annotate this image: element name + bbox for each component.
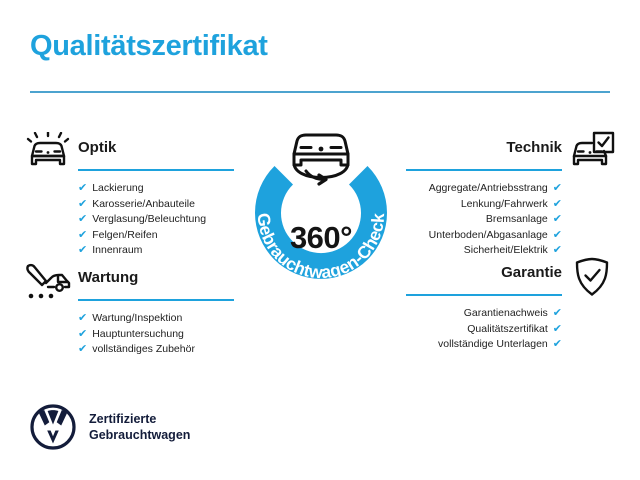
section-title-technik: Technik — [506, 139, 562, 156]
checklist-optik: ✔ Lackierung ✔ Karosserie/Anbauteile ✔ Verg… — [22, 181, 292, 259]
section-divider-wartung — [78, 299, 234, 301]
badge-ring — [255, 166, 387, 279]
car-service-tool-icon — [22, 260, 74, 304]
car-checkbox-icon — [566, 130, 618, 174]
check-icon: ✔ — [78, 182, 88, 194]
checklist-technik: Aggregate/Antriebsstrang ✔ Lenkung/Fahrwe… — [348, 181, 618, 259]
section-header-wartung: Wartung — [22, 260, 292, 306]
list-item: ✔ Felgen/Reifen — [78, 228, 292, 244]
list-item-label: Innenraum — [92, 244, 143, 257]
check-icon: ✔ — [78, 197, 88, 210]
section-divider-technik — [406, 169, 562, 171]
list-item-label: Aggregate/Antriebsstrang — [428, 182, 548, 194]
section-divider-optik — [78, 169, 234, 171]
list-item: ✔ Wartung/Inspektion — [78, 311, 292, 327]
list-item-label: Qualitätszertifikat — [467, 322, 548, 335]
check-icon: ✔ — [552, 244, 562, 257]
badge-ring-svg: Gebrauchtwagen-Check — [254, 133, 388, 282]
list-item-label: Garantienachweis — [463, 307, 548, 319]
list-item: Unterboden/Abgasanlage ✔ — [348, 228, 562, 244]
check-icon: ✔ — [552, 307, 562, 319]
list-item: vollständige Unterlagen ✔ — [348, 337, 562, 353]
section-title-garantie: Garantie — [501, 264, 562, 281]
list-item: Aggregate/Antriebsstrang ✔ — [348, 181, 562, 197]
list-item: ✔ Innenraum — [78, 243, 292, 259]
car-headlights-icon — [22, 130, 74, 174]
vw-logo-text: Zertifizierte Gebrauchtwagen — [89, 411, 190, 443]
check-icon: ✔ — [552, 213, 562, 226]
badge-360-gebrauchtwagen-check: Gebrauchtwagen-Check 360° — [228, 118, 414, 310]
list-item: ✔ Verglasung/Beleuchtung — [78, 212, 292, 228]
list-item-label: Sicherheit/Elektrik — [463, 244, 548, 257]
section-header-optik: Optik — [22, 130, 292, 176]
list-item-label: Karosserie/Anbauteile — [92, 197, 195, 210]
list-item-label: vollständige Unterlagen — [438, 338, 548, 351]
list-item-label: Bremsanlage — [485, 213, 548, 226]
section-technik: Technik Aggregate/Antriebsstrang ✔ Lenkun… — [348, 130, 618, 259]
vw-logo-line1: Zertifizierte — [89, 412, 157, 426]
section-title-optik: Optik — [78, 139, 117, 156]
list-item-label: vollständiges Zubehör — [92, 343, 195, 356]
check-icon: ✔ — [78, 327, 88, 340]
section-header-garantie: Garantie — [348, 255, 618, 301]
check-icon: ✔ — [552, 182, 562, 194]
checklist-wartung: ✔ Wartung/Inspektion ✔ Hauptuntersuchung ✔… — [22, 311, 292, 358]
list-item: Bremsanlage ✔ — [348, 212, 562, 228]
section-optik: Optik ✔ Lackierung ✔ Karosserie/Anbauteile… — [22, 130, 292, 259]
list-item-label: Lenkung/Fahrwerk — [460, 197, 548, 210]
page-title: Qualitätszertifikat — [30, 30, 268, 62]
title-divider — [30, 91, 610, 93]
list-item: Lenkung/Fahrwerk ✔ — [348, 197, 562, 213]
section-divider-garantie — [406, 294, 562, 296]
check-icon: ✔ — [552, 338, 562, 351]
list-item: ✔ Lackierung — [78, 181, 292, 197]
list-item: Sicherheit/Elektrik ✔ — [348, 243, 562, 259]
section-garantie: Garantie Garantienachweis ✔ Qualitätszert… — [348, 255, 618, 353]
list-item: Garantienachweis ✔ — [348, 306, 562, 322]
list-item-label: Felgen/Reifen — [92, 228, 158, 241]
vw-logo-line2: Gebrauchtwagen — [89, 428, 191, 442]
list-item-label: Hauptuntersuchung — [92, 327, 184, 340]
check-icon: ✔ — [78, 244, 88, 257]
car-rotate-icon — [292, 133, 350, 186]
check-icon: ✔ — [78, 213, 88, 226]
list-item-label: Unterboden/Abgasanlage — [428, 228, 548, 241]
list-item: ✔ vollständiges Zubehör — [78, 342, 292, 358]
list-item: ✔ Hauptuntersuchung — [78, 327, 292, 343]
check-icon: ✔ — [552, 228, 562, 241]
vw-logo — [30, 404, 76, 450]
badge-center-label: 360° — [289, 220, 353, 255]
section-title-wartung: Wartung — [78, 269, 139, 286]
list-item: Qualitätszertifikat ✔ — [348, 322, 562, 338]
footer-logo-block: Zertifizierte Gebrauchtwagen — [30, 404, 190, 450]
check-icon: ✔ — [552, 322, 562, 335]
section-wartung: Wartung ✔ Wartung/Inspektion ✔ Hauptunters… — [22, 260, 292, 358]
check-icon: ✔ — [78, 312, 88, 324]
checklist-garantie: Garantienachweis ✔ Qualitätszertifikat ✔ v… — [348, 306, 618, 353]
check-icon: ✔ — [552, 197, 562, 210]
list-item-label: Verglasung/Beleuchtung — [92, 213, 207, 226]
list-item: ✔ Karosserie/Anbauteile — [78, 197, 292, 213]
list-item-label: Lackierung — [92, 182, 144, 194]
section-header-technik: Technik — [348, 130, 618, 176]
list-item-label: Wartung/Inspektion — [92, 312, 183, 324]
shield-check-icon — [566, 255, 618, 299]
check-icon: ✔ — [78, 343, 88, 356]
check-icon: ✔ — [78, 228, 88, 241]
